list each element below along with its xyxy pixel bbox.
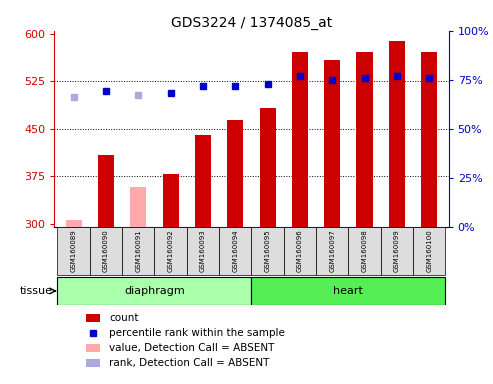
Text: GSM160096: GSM160096 [297, 230, 303, 272]
Bar [195, 135, 211, 227]
Bar [90, 227, 122, 275]
Text: GSM160094: GSM160094 [232, 230, 238, 272]
Bar [324, 60, 340, 227]
Bar [356, 51, 373, 227]
Text: GSM160099: GSM160099 [394, 230, 400, 272]
Bar [122, 227, 154, 275]
Text: count: count [109, 313, 139, 323]
Text: GSM160092: GSM160092 [168, 230, 174, 272]
Bar [413, 227, 445, 275]
Title: GDS3224 / 1374085_at: GDS3224 / 1374085_at [171, 16, 332, 30]
Bar [389, 41, 405, 227]
Text: GSM160090: GSM160090 [103, 230, 109, 272]
Bar [292, 51, 308, 227]
Bar [227, 121, 244, 227]
Text: value, Detection Call = ABSENT: value, Detection Call = ABSENT [109, 343, 275, 353]
Text: percentile rank within the sample: percentile rank within the sample [109, 328, 285, 338]
Text: GSM160098: GSM160098 [361, 230, 368, 272]
Bar [349, 227, 381, 275]
Text: GSM160095: GSM160095 [265, 230, 271, 272]
Bar [86, 314, 100, 322]
Text: GSM160089: GSM160089 [70, 230, 76, 272]
Bar [86, 359, 100, 367]
Bar [66, 220, 82, 227]
Bar [381, 227, 413, 275]
Bar [251, 277, 445, 305]
Text: tissue: tissue [20, 286, 53, 296]
Text: rank, Detection Call = ABSENT: rank, Detection Call = ABSENT [109, 358, 270, 368]
Text: diaphragm: diaphragm [124, 286, 185, 296]
Bar [86, 344, 100, 352]
Bar [187, 227, 219, 275]
Bar [316, 227, 349, 275]
Bar [58, 227, 90, 275]
Bar [259, 108, 276, 227]
Bar [421, 51, 437, 227]
Bar [58, 277, 251, 305]
Bar [98, 155, 114, 227]
Text: GSM160097: GSM160097 [329, 230, 335, 272]
Bar [130, 187, 146, 227]
Text: heart: heart [333, 286, 363, 296]
Bar [163, 174, 178, 227]
Bar [219, 227, 251, 275]
Text: GSM160100: GSM160100 [426, 230, 432, 272]
Bar [251, 227, 284, 275]
Text: GSM160093: GSM160093 [200, 230, 206, 272]
Bar [284, 227, 316, 275]
Text: GSM160091: GSM160091 [135, 230, 141, 272]
Bar [154, 227, 187, 275]
